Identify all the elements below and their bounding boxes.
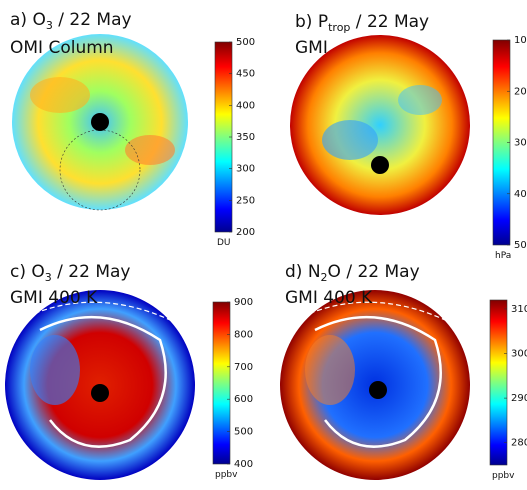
panel-subtitle: GMI 400 K xyxy=(10,288,98,308)
panel-title: b) Ptrop / 22 May xyxy=(295,12,429,34)
map-a xyxy=(12,34,188,211)
panel-title: a) O3 / 22 May xyxy=(10,10,132,32)
colorbar-tick-label: 400 xyxy=(514,189,527,200)
colorbar-tick-label: 400 xyxy=(236,100,255,111)
colorbar-tick-label: 310 xyxy=(511,304,527,315)
colorbar-tick-label: 500 xyxy=(236,37,255,48)
map-b xyxy=(290,35,470,215)
panel-subtitle: OMI Column xyxy=(10,38,114,58)
colorbar-tick-label: 300 xyxy=(514,138,527,149)
title-prefix: b) P xyxy=(295,12,328,32)
map-d xyxy=(280,290,470,480)
colorbar-tick-label: 450 xyxy=(236,69,255,80)
colorbar-tick-label: 500 xyxy=(514,240,527,251)
colorbar xyxy=(489,299,508,466)
title-suffix: / 22 May xyxy=(350,12,429,32)
map-c xyxy=(5,290,195,480)
colorbar-tick-label: 290 xyxy=(511,393,527,404)
colorbar-tick-label: 700 xyxy=(234,362,253,373)
colorbar-tick-label: 200 xyxy=(514,86,527,97)
colorbar-tick-label: 280 xyxy=(511,438,527,449)
panel-subtitle: GMI 400 K xyxy=(285,288,373,308)
colorbar-tick-label: 350 xyxy=(236,132,255,143)
colorbar-tick-label: 250 xyxy=(236,195,255,206)
title-subscript: 3 xyxy=(45,271,52,284)
colorbar-unit: ppbv xyxy=(492,471,515,481)
title-suffix: / 22 May xyxy=(52,262,131,282)
title-subscript: 3 xyxy=(46,19,53,32)
colorbar-tick-label: 900 xyxy=(234,297,253,308)
colorbar-unit: ppbv xyxy=(215,470,238,480)
colorbar xyxy=(212,301,231,465)
colorbar-tick-label: 400 xyxy=(234,459,253,470)
colorbar-tick-label: 300 xyxy=(511,349,527,360)
colorbar-unit: DU xyxy=(217,238,231,248)
colorbar-tick-label: 800 xyxy=(234,329,253,340)
panel-subtitle: GMI xyxy=(295,38,328,58)
colorbar-tick-label: 200 xyxy=(236,227,255,238)
panel-title: c) O3 / 22 May xyxy=(10,262,130,284)
colorbar-unit: hPa xyxy=(495,251,511,261)
colorbar-tick-label: 600 xyxy=(234,394,253,405)
colorbar-tick-label: 300 xyxy=(236,164,255,175)
colorbar-tick-label: 100 xyxy=(514,35,527,46)
title-prefix: d) N xyxy=(285,262,321,282)
title-prefix: c) O xyxy=(10,262,45,282)
title-suffix: / 22 May xyxy=(53,10,132,30)
colorbar-tick-label: 500 xyxy=(234,427,253,438)
panel-title: d) N2O / 22 May xyxy=(285,262,420,284)
title-prefix: a) O xyxy=(10,10,46,30)
title-subscript: trop xyxy=(328,21,350,34)
title-suffix: O / 22 May xyxy=(328,262,420,282)
title-subscript: 2 xyxy=(321,271,328,284)
